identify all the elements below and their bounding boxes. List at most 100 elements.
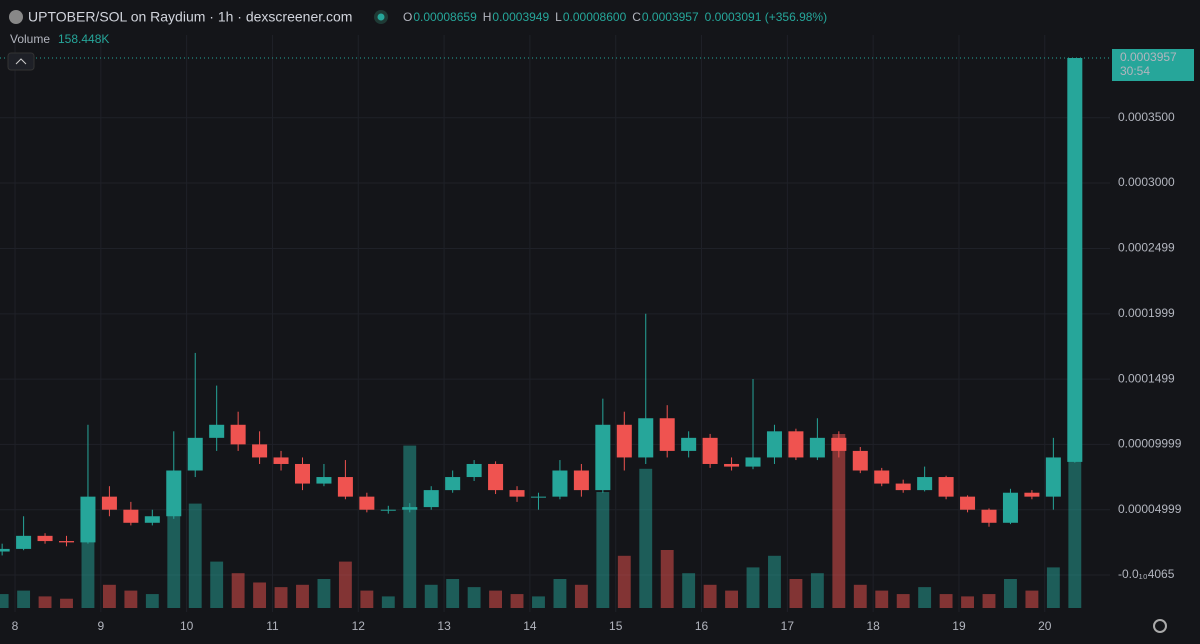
volume-bar [124,590,138,608]
volume-bar [918,587,932,608]
volume-bar [553,579,567,608]
candle-body [359,496,375,510]
candle-body [852,450,868,471]
volume-bar [0,594,9,608]
candle-body [809,437,825,458]
y-tick-label: 0.0001499 [1118,371,1175,385]
ohlc-legend: O 0.00008659 H 0.0003949 L 0.00008600 C 0.00039… [403,10,827,24]
volume-bar [875,590,889,608]
candle-body [573,470,589,491]
candle-body [466,463,482,478]
y-tick-label: 0.00004999 [1118,502,1182,516]
volume-bar [188,503,202,608]
volume-bar [574,584,588,608]
volume-bar [682,573,696,608]
volume-bar [832,434,846,608]
collapse-icon [15,58,27,65]
volume-bar [1068,424,1082,608]
candle-body [316,477,332,484]
candle-body [294,463,311,484]
candle-body [552,470,568,497]
candle-body [831,437,847,451]
volume-bar [982,594,996,608]
candle-body [101,496,117,510]
volume-bar [896,594,910,608]
candle-body [187,437,203,471]
settings-button[interactable] [1153,619,1167,633]
x-tick-label: 14 [523,619,537,633]
token-icon [9,10,23,24]
volume-bar [703,584,717,608]
x-tick-label: 16 [695,619,709,633]
ohlc-value: 0.00008659 [413,10,477,24]
volume-bar [424,584,438,608]
volume-bar [532,596,545,608]
y-tick-label: 0.0001999 [1118,306,1175,320]
ohlc-value: 0.0003949 [492,10,549,24]
volume-bar [296,584,309,608]
chart-title: UPTOBER/SOL on Raydium · 1h · dexscreene… [28,9,352,25]
candle-body [895,483,911,491]
x-tick-label: 20 [1038,619,1052,633]
candle-body [745,457,761,467]
volume-bar [961,596,974,608]
candle-body [488,463,504,491]
candle-body [123,509,139,523]
volume-bar [317,579,331,608]
ohlc-key: C [632,10,641,24]
x-tick-label: 15 [609,619,623,633]
last-price-label: 0.0003957 [1120,50,1177,64]
candle-body [724,463,740,467]
volume-bar [38,596,52,608]
volume-bar [596,492,610,608]
candle-body [874,470,890,484]
volume-bar [17,590,31,608]
candle-body [616,424,632,458]
candle-body [509,490,525,497]
volume-bar [1004,579,1017,608]
volume-bar [789,579,803,608]
ohlc-key: H [483,10,492,24]
x-tick-label: 13 [437,619,451,633]
volume-bar [231,573,245,608]
volume-label: Volume [10,32,50,46]
candle-body [1024,492,1040,497]
volume-bar [853,584,867,608]
candle-body [144,516,160,523]
candle-body [37,535,53,542]
candle-body [337,477,353,497]
volume-bar [253,582,267,608]
y-tick-label: 0.00009999 [1118,437,1182,451]
volume-bar [617,555,631,608]
ohlc-key: O [403,10,412,24]
candle-body [230,424,246,445]
volume-bar [274,587,288,608]
volume-bar [81,538,95,608]
candle-body [702,437,718,464]
candle-body [530,496,546,498]
candle-body [423,490,439,508]
volume-bar [768,555,781,608]
ohlc-value: 0.0003957 [642,10,699,24]
x-tick-label: 19 [952,619,966,633]
candle-body [595,424,611,491]
volume-bar [939,594,953,608]
volume-bar [746,567,760,608]
price-change: 0.0003091 (+356.98%) [705,10,827,24]
candle-body [252,444,268,458]
candle-body [445,477,461,491]
candle-body [80,496,96,543]
candle-body [981,509,997,523]
x-tick-label: 18 [866,619,880,633]
volume-bar [489,590,503,608]
candle-body [16,535,32,549]
plot-area [0,35,1110,612]
candle-body [766,431,782,458]
x-tick-label: 11 [266,619,279,633]
candle-body [166,470,182,517]
volume-bar [381,596,395,608]
collapse-button[interactable] [7,52,35,71]
y-tick-label: -0.0₁₀4065 [1118,567,1175,581]
volume-bar [1025,590,1039,608]
x-tick-label: 9 [97,619,104,633]
